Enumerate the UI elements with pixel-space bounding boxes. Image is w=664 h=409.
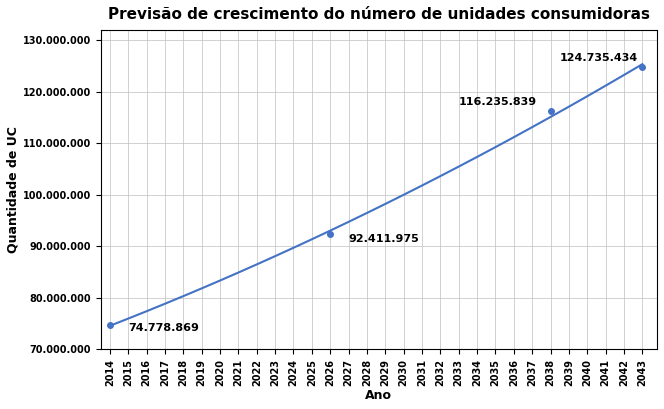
Title: Previsão de crescimento do número de unidades consumidoras: Previsão de crescimento do número de uni… xyxy=(108,7,650,22)
Text: 124.735.434: 124.735.434 xyxy=(560,53,638,63)
Text: 116.235.839: 116.235.839 xyxy=(459,97,537,107)
Text: 74.778.869: 74.778.869 xyxy=(128,323,199,333)
Text: 92.411.975: 92.411.975 xyxy=(349,234,420,244)
Y-axis label: Quantidade de UC: Quantidade de UC xyxy=(7,126,20,253)
X-axis label: Ano: Ano xyxy=(365,389,392,402)
